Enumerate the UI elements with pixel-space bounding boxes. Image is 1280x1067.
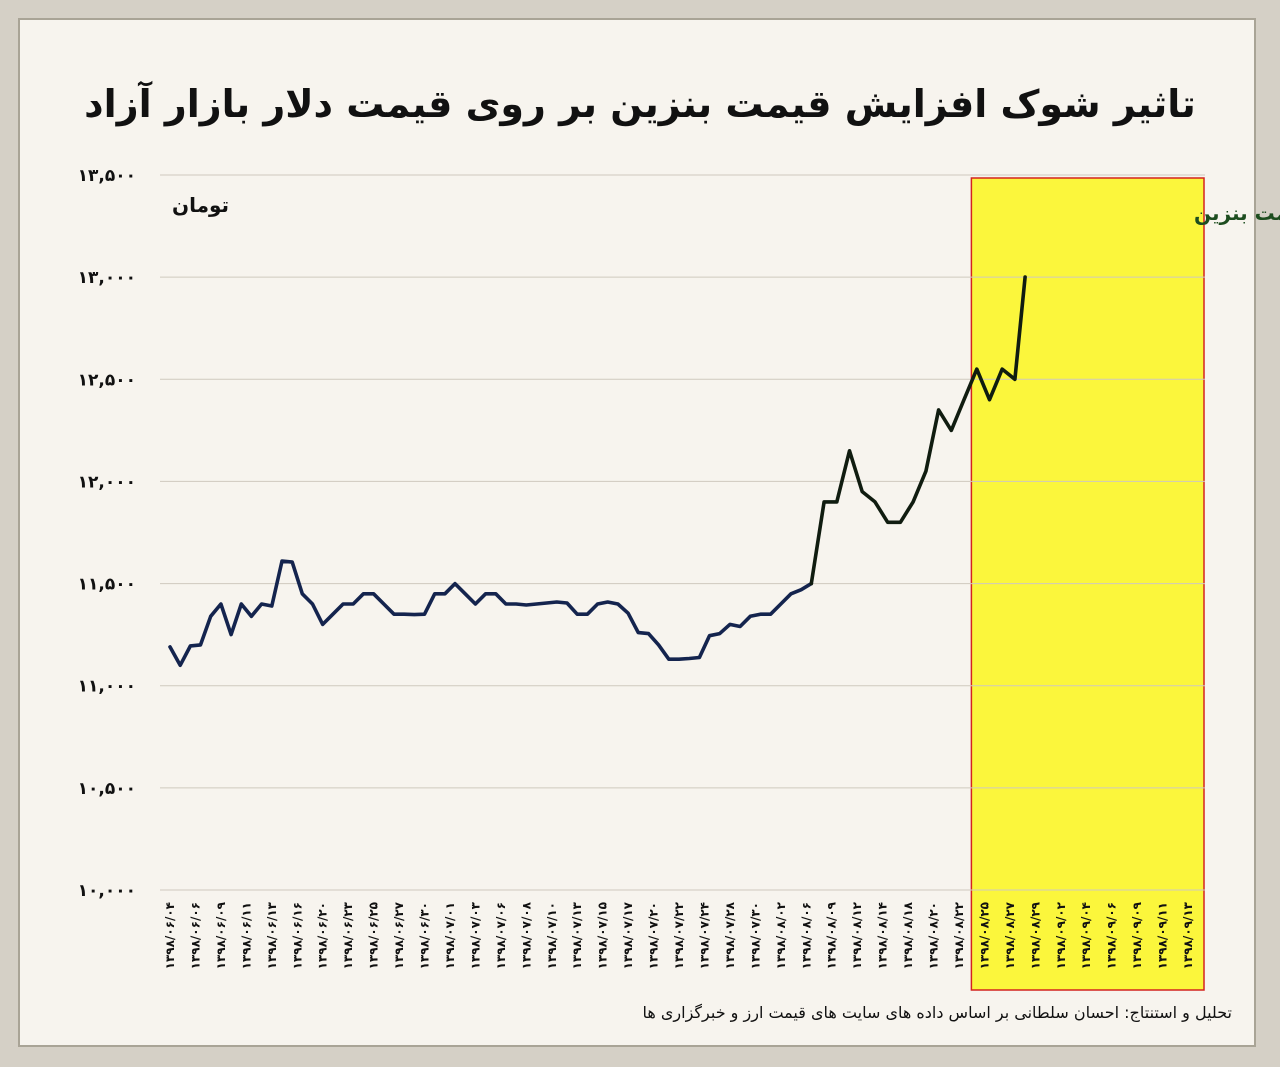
- x-tick-label: ۱۳۹۸/۰۸/۰۶: [799, 902, 813, 969]
- y-axis-unit-label: تومان: [172, 193, 230, 217]
- x-tick-label: ۱۳۹۸/۰۸/۱۴: [876, 902, 890, 969]
- x-tick-label: ۱۳۹۸/۰۶/۲۳: [341, 901, 355, 969]
- series-lines: [168, 275, 1027, 668]
- y-tick-label: ۱۱,۵۰۰: [78, 575, 136, 595]
- source-note: تحلیل و استنتاج: احسان سلطانی بر اساس دا…: [642, 1003, 1233, 1022]
- x-tick-label: ۱۳۹۸/۰۷/۲۲: [672, 901, 686, 969]
- x-tick-label: ۱۳۹۸/۰۶/۱۱: [239, 902, 253, 969]
- x-tick-label: ۱۳۹۸/۰۸/۲۹: [1028, 901, 1042, 969]
- x-tick-label: ۱۳۹۸/۰۸/۲۵: [977, 902, 991, 969]
- x-tick-label: ۱۳۹۸/۰۹/۱۳: [1181, 901, 1195, 969]
- y-tick-label: ۱۲,۰۰۰: [78, 472, 136, 492]
- y-tick-label: ۱۳,۵۰۰: [78, 166, 136, 186]
- grid-lines: [160, 174, 1205, 891]
- x-tick-label: ۱۳۹۸/۰۷/۲۴: [697, 902, 711, 969]
- x-tick-label: ۱۳۹۸/۰۷/۲۰: [647, 902, 661, 969]
- x-tick-label: ۱۳۹۸/۰۸/۱۲: [850, 901, 864, 969]
- x-tick-label: ۱۳۹۸/۰۷/۱۳: [570, 901, 584, 969]
- x-tick-label: ۱۳۹۸/۰۶/۲۰: [316, 902, 330, 969]
- y-tick-label: ۱۰,۰۰۰: [78, 881, 136, 901]
- x-tick-label: ۱۳۹۸/۰۸/۲۷: [1003, 901, 1017, 969]
- x-tick-label: ۱۳۹۸/۰۸/۲۲: [952, 901, 966, 969]
- x-tick-label: ۱۳۹۸/۰۷/۱۰: [545, 902, 559, 969]
- x-tick-label: ۱۳۹۸/۰۸/۱۸: [901, 901, 915, 969]
- x-axis-ticks: ۱۳۹۸/۰۶/۰۴ ۱۳۹۸/۰۶/۰۶ ۱۳۹۸/۰۶/۰۹ ۱۳۹۸/۰۶/۱۱…: [163, 901, 1195, 969]
- x-tick-label: ۱۳۹۸/۰۹/۰۶: [1105, 902, 1119, 969]
- x-tick-label: ۱۳۹۸/۰۶/۰۴: [163, 902, 177, 969]
- x-tick-label: ۱۳۹۸/۰۹/۰۲: [1054, 901, 1068, 969]
- x-tick-label: ۱۳۹۸/۰۹/۰۴: [1079, 902, 1093, 969]
- x-tick-label: ۱۳۹۸/۰۶/۱۶: [290, 902, 304, 969]
- x-tick-label: ۱۳۹۸/۰۷/۰۶: [494, 902, 508, 969]
- x-tick-label: ۱۳۹۸/۰۶/۰۹: [214, 901, 228, 969]
- x-tick-label: ۱۳۹۸/۰۸/۲۰: [927, 902, 941, 969]
- x-tick-label: ۱۳۹۸/۰۶/۰۶: [188, 902, 202, 969]
- x-tick-label: ۱۳۹۸/۰۷/۲۸: [723, 901, 737, 969]
- x-tick-label: ۱۳۹۸/۰۷/۰۱: [443, 902, 457, 969]
- series-line: [809, 275, 1027, 586]
- x-tick-label: ۱۳۹۸/۰۶/۱۳: [265, 901, 279, 969]
- x-tick-label: ۱۳۹۸/۰۹/۱۱: [1156, 902, 1170, 969]
- y-tick-label: ۱۱,۰۰۰: [78, 677, 136, 697]
- x-tick-label: ۱۳۹۸/۰۷/۱۷: [621, 901, 635, 969]
- x-tick-label: ۱۳۹۸/۰۷/۱۵: [596, 902, 610, 969]
- x-tick-label: ۱۳۹۸/۰۹/۰۹: [1130, 901, 1144, 969]
- x-tick-label: ۱۳۹۸/۰۸/۰۲: [774, 901, 788, 969]
- x-tick-label: ۱۳۹۸/۰۶/۲۷: [392, 901, 406, 969]
- x-tick-label: ۱۳۹۸/۰۶/۲۵: [367, 902, 381, 969]
- x-tick-label: ۱۳۹۸/۰۶/۳۰: [418, 902, 432, 969]
- y-axis-ticks: ۱۰,۰۰۰ ۱۰,۵۰۰ ۱۱,۰۰۰ ۱۱,۵۰۰ ۱۲,۰۰۰ ۱۲,۵۰۰ ۱۳,۰…: [78, 166, 136, 901]
- y-tick-label: ۱۳,۰۰۰: [78, 268, 136, 288]
- y-tick-label: ۱۰,۵۰۰: [78, 779, 136, 799]
- x-tick-label: ۱۳۹۸/۰۷/۰۸: [519, 901, 533, 969]
- y-tick-label: ۱۲,۵۰۰: [78, 370, 136, 390]
- x-tick-label: ۱۳۹۸/۰۸/۰۹: [825, 901, 839, 969]
- chart-title: تاثیر شوک افزایش قیمت بنزین بر روی قیمت …: [84, 82, 1196, 126]
- x-tick-label: ۱۳۹۸/۰۷/۳۰: [748, 902, 762, 969]
- x-tick-label: ۱۳۹۸/۰۷/۰۳: [468, 901, 482, 969]
- shock-annotation-label: شوک افزایش قیمت بنزین: [1194, 201, 1280, 225]
- series-line: [168, 559, 814, 668]
